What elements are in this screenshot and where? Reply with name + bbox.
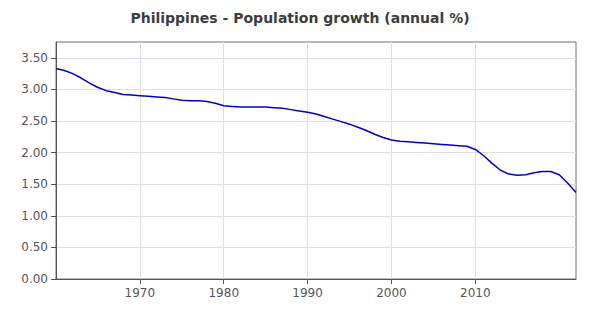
svg-text:2.00: 2.00 xyxy=(21,146,48,160)
svg-text:2000: 2000 xyxy=(376,286,407,300)
svg-text:3.50: 3.50 xyxy=(21,51,48,65)
svg-text:1.00: 1.00 xyxy=(21,209,48,223)
svg-text:2.50: 2.50 xyxy=(21,114,48,128)
svg-text:0.50: 0.50 xyxy=(21,240,48,254)
svg-text:1970: 1970 xyxy=(125,286,156,300)
svg-text:2010: 2010 xyxy=(460,286,491,300)
svg-text:Philippines - Population growt: Philippines - Population growth (annual … xyxy=(130,10,469,26)
svg-text:1990: 1990 xyxy=(292,286,323,300)
svg-text:1.50: 1.50 xyxy=(21,177,48,191)
svg-text:0.00: 0.00 xyxy=(21,272,48,286)
svg-text:1980: 1980 xyxy=(208,286,239,300)
svg-text:3.00: 3.00 xyxy=(21,82,48,96)
